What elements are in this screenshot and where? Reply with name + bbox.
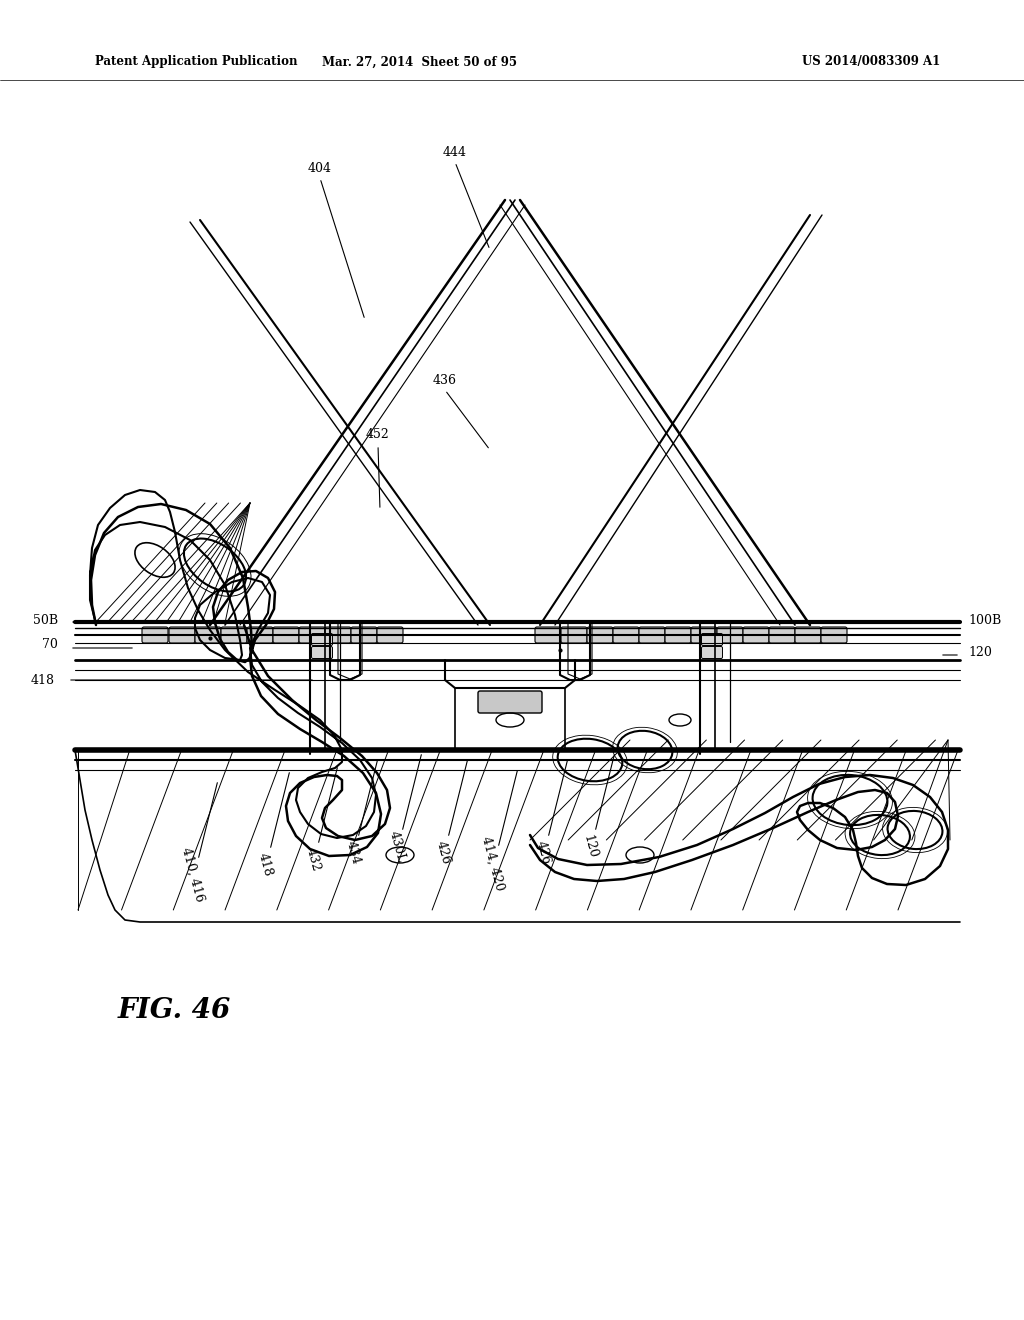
Text: 436: 436 [433,374,457,387]
FancyBboxPatch shape [221,627,247,643]
FancyBboxPatch shape [717,627,743,643]
Text: 404: 404 [308,161,332,174]
Text: 70: 70 [42,639,58,652]
FancyBboxPatch shape [587,627,613,643]
Text: 50B: 50B [33,614,58,627]
FancyBboxPatch shape [821,627,847,643]
FancyBboxPatch shape [613,627,639,643]
FancyBboxPatch shape [691,627,717,643]
Text: 452: 452 [367,429,390,441]
FancyBboxPatch shape [701,634,723,645]
FancyBboxPatch shape [743,627,769,643]
Text: 418: 418 [31,673,55,686]
FancyBboxPatch shape [535,627,561,643]
Text: 120: 120 [581,834,599,861]
FancyBboxPatch shape [478,690,542,713]
Text: 426: 426 [534,840,552,866]
FancyBboxPatch shape [142,627,168,643]
Text: Mar. 27, 2014  Sheet 50 of 95: Mar. 27, 2014 Sheet 50 of 95 [323,55,517,69]
FancyBboxPatch shape [247,627,273,643]
FancyBboxPatch shape [311,634,333,645]
Text: FIG. 46: FIG. 46 [118,997,231,1023]
FancyBboxPatch shape [273,627,299,643]
Text: US 2014/0083309 A1: US 2014/0083309 A1 [802,55,940,69]
Text: 432: 432 [304,847,323,874]
Text: 120: 120 [968,647,992,660]
Text: 100B: 100B [968,614,1001,627]
Text: 434: 434 [344,840,362,866]
Text: Patent Application Publication: Patent Application Publication [95,55,298,69]
FancyBboxPatch shape [769,627,795,643]
FancyBboxPatch shape [665,627,691,643]
FancyBboxPatch shape [311,647,333,659]
Text: 444: 444 [443,145,467,158]
Text: 426: 426 [433,840,453,866]
Text: 410, 416: 410, 416 [179,846,207,904]
FancyBboxPatch shape [561,627,587,643]
Text: 418: 418 [256,851,274,878]
FancyBboxPatch shape [195,627,221,643]
FancyBboxPatch shape [299,627,325,643]
FancyBboxPatch shape [351,627,377,643]
FancyBboxPatch shape [701,647,723,659]
FancyBboxPatch shape [795,627,821,643]
FancyBboxPatch shape [325,627,351,643]
FancyBboxPatch shape [377,627,403,643]
FancyBboxPatch shape [639,627,665,643]
Text: 430L: 430L [386,830,408,865]
Text: 414, 420: 414, 420 [479,834,507,891]
FancyBboxPatch shape [169,627,195,643]
